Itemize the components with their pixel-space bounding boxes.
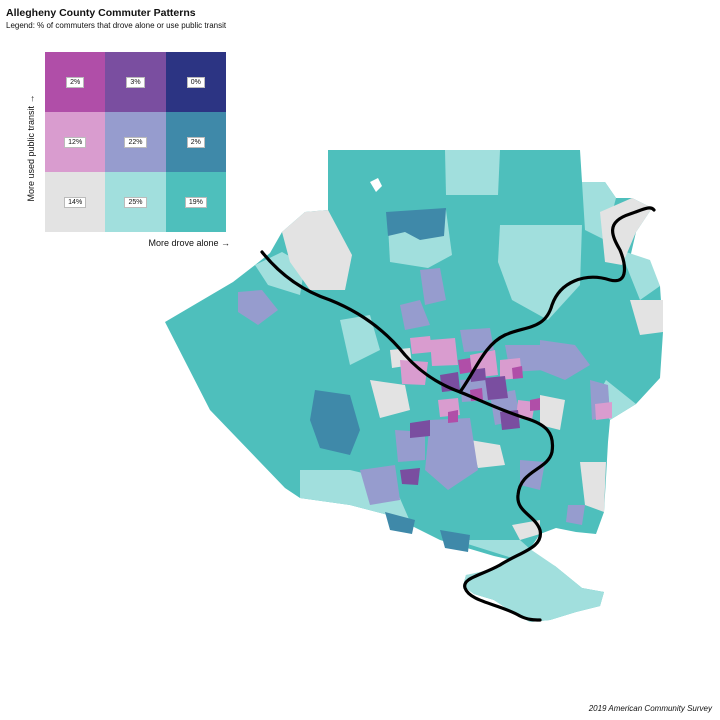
legend-cell-label: 2% — [66, 76, 85, 88]
legend-cell-r1c3: 0% — [165, 52, 226, 112]
legend-cell-label: 25% — [124, 196, 147, 208]
legend-cell-r3c1: 14% — [45, 172, 106, 232]
monongahela-river — [458, 390, 555, 622]
airport-patch — [370, 178, 382, 192]
legend-cell-label: 3% — [126, 76, 145, 88]
legend-cell-r2c1: 12% — [45, 112, 106, 172]
legend-cell-label: 0% — [186, 76, 205, 88]
legend-cell-label: 22% — [124, 136, 147, 148]
rivers — [260, 206, 656, 622]
tracts-grey — [282, 198, 663, 540]
tracts-magenta — [448, 358, 540, 423]
tracts-blue-teal — [310, 208, 470, 552]
tracts-periwinkle — [238, 268, 610, 525]
legend-x-axis-label: More drove alone → — [148, 238, 230, 248]
legend-cell-r2c2: 22% — [105, 112, 166, 172]
legend-cell-r1c1: 2% — [45, 52, 106, 112]
ohio-river — [260, 250, 462, 394]
legend-cell-label: 12% — [64, 136, 87, 148]
legend-cell-r1c2: 3% — [105, 52, 166, 112]
chart-title: Allegheny County Commuter Patterns — [6, 7, 196, 19]
legend-cell-label: 2% — [186, 136, 205, 148]
legend-cell-r3c2: 25% — [105, 172, 166, 232]
legend-cell-label: 14% — [64, 196, 87, 208]
allegheny-river — [458, 206, 656, 394]
legend-cell-label: 19% — [184, 196, 207, 208]
chart-subtitle: Legend: % of commuters that drove alone … — [6, 21, 227, 30]
legend-cell-r2c3: 2% — [165, 112, 226, 172]
legend-cell-r3c3: 19% — [165, 172, 226, 232]
bivariate-legend: 2% 3% 0% 12% 22% 2% 14% 25% 19% — [45, 52, 226, 232]
source-caption: 2019 American Community Survey — [588, 704, 712, 713]
